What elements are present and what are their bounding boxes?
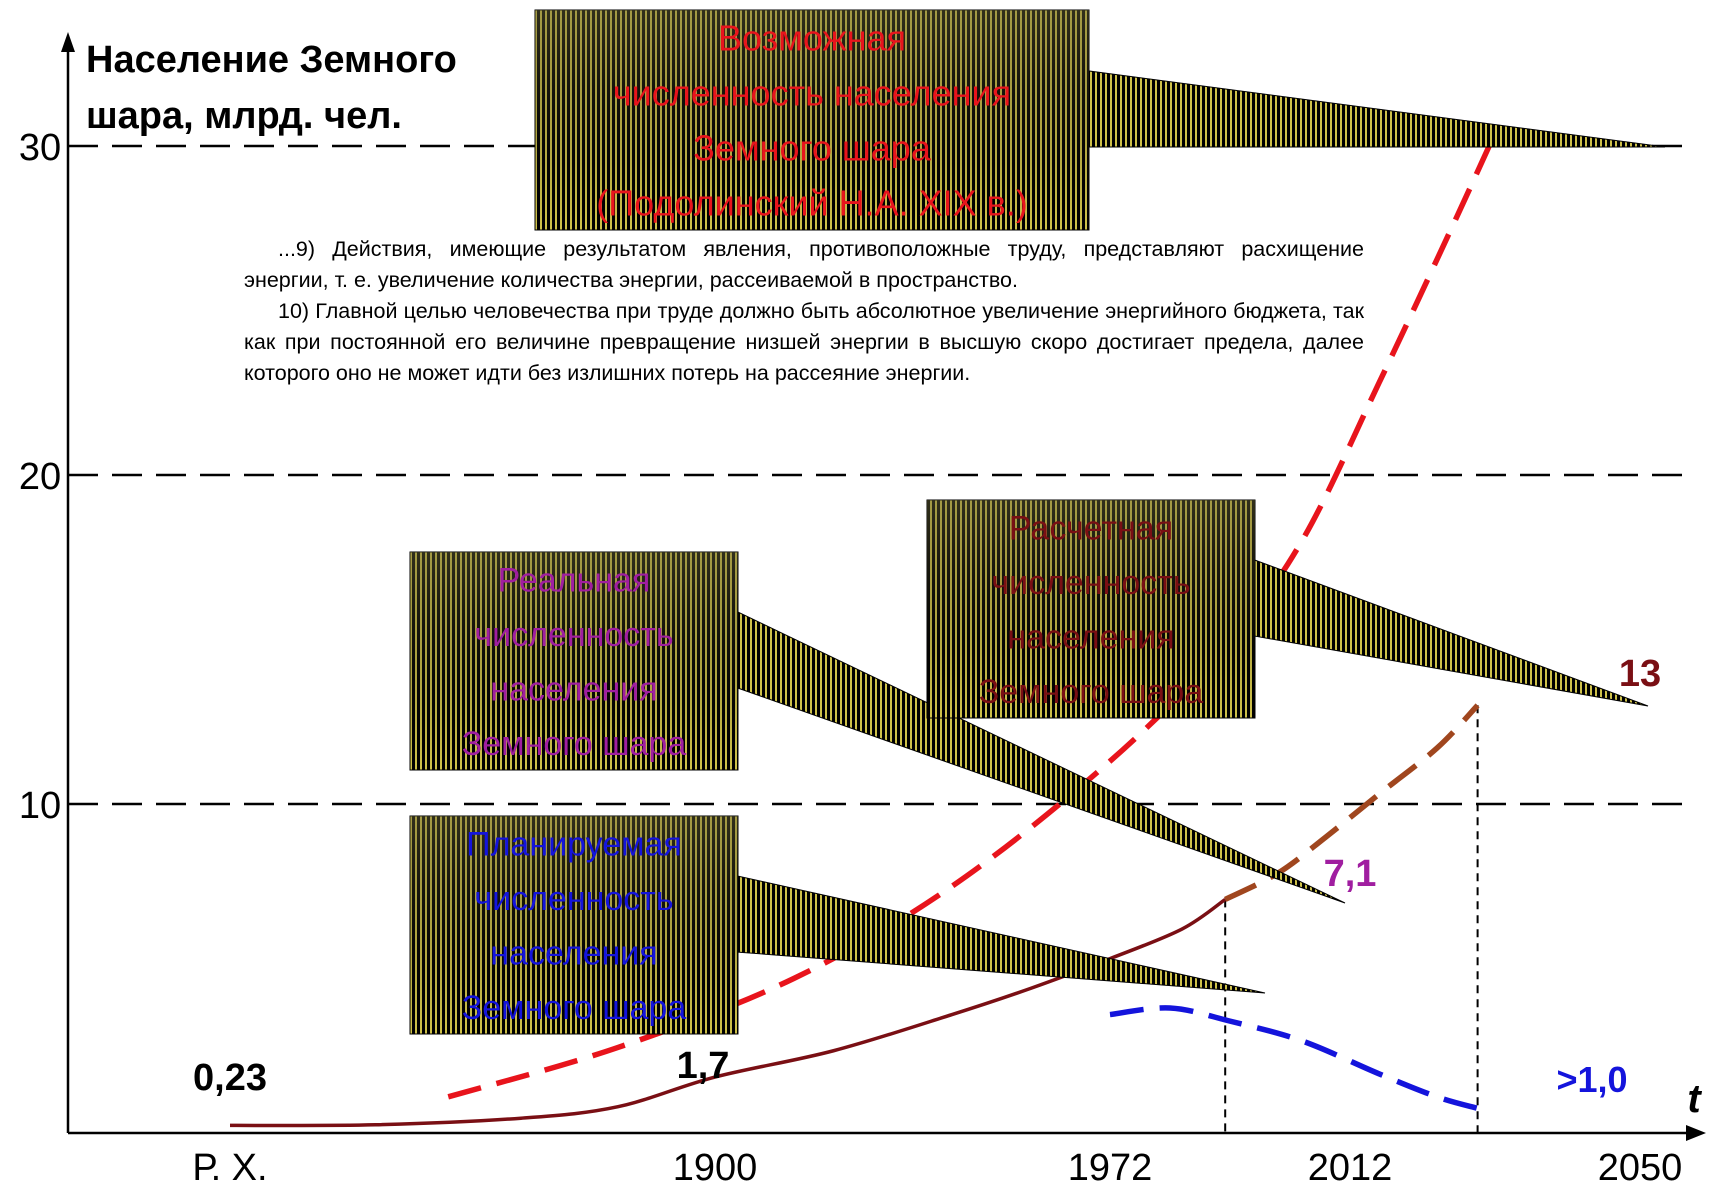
callout-calculated-shade <box>927 500 1255 718</box>
x-axis-arrow <box>1686 1125 1706 1141</box>
callout-calculated-line-2: населения <box>1007 618 1174 656</box>
x-tick-3: 2012 <box>1308 1147 1393 1189</box>
labels: 0,23 1,7 7,1 13 >1,0 <box>193 653 1661 1100</box>
callout-calculated-pointer <box>1254 559 1649 707</box>
callout-possible-shade <box>535 10 1089 230</box>
callout-possible-pointer <box>1088 70 1666 148</box>
callout-possible-line-1: численность населения <box>613 72 1011 113</box>
callout-planned-line-1: численность <box>474 880 673 918</box>
data-label-3: 13 <box>1619 653 1661 695</box>
y-tick-20: 20 <box>19 456 61 498</box>
callout-planned-line-2: населения <box>490 934 657 972</box>
callout-possible-line-3: (Подолинский Н.А. XIX в.) <box>596 182 1027 223</box>
callout-calculated-line-1: численность <box>991 564 1190 602</box>
data-label-4: >1,0 <box>1556 1059 1627 1100</box>
series-planned-line <box>1109 1005 1479 1111</box>
callout-real-shade <box>410 552 738 770</box>
callout-real-line-0: Реальная <box>498 561 651 599</box>
x-axis-label: t <box>1687 1077 1702 1121</box>
callout-planned-line-0: Планируемая <box>466 825 682 863</box>
x-tick-2: 1972 <box>1068 1147 1153 1189</box>
callout-possible-line-2: Земного шара <box>693 127 932 168</box>
quote-paragraph-2: 10) Главной целью человечества при труде… <box>244 299 1364 385</box>
y-tick-30: 30 <box>19 127 61 169</box>
x-tick-4: 2050 <box>1598 1147 1683 1189</box>
callout-planned-line-3: Земного шара <box>462 989 687 1027</box>
callout-planned-pointer <box>737 875 1266 994</box>
y-axis-arrow <box>61 32 75 52</box>
y-tick-10: 10 <box>19 785 61 827</box>
callout-calculated-line-3: Земного шара <box>979 673 1204 711</box>
y-axis-label-line1: Население Земного <box>86 39 457 81</box>
callout-planned-shade <box>410 816 738 1034</box>
data-label-0: 0,23 <box>193 1057 267 1099</box>
data-label-1: 1,7 <box>677 1045 730 1087</box>
quote-paragraph-1: ...9) Действия, имеющие результатом явле… <box>244 237 1364 292</box>
callouts: Возможная численность населения Земного ша… <box>409 9 1666 1035</box>
y-axis-label-line2: шара, млрд. чел. <box>86 95 402 137</box>
callout-real-line-2: населения <box>490 670 657 708</box>
callout-possible-line-0: Возможная <box>718 17 906 58</box>
axes: Население Земного шара, млрд. чел. t Р. Х. 1… <box>61 32 1706 1189</box>
podolinsky-quote: ...9) Действия, имеющие результатом явле… <box>244 234 1364 389</box>
data-label-2: 7,1 <box>1324 853 1377 895</box>
x-tick-1: 1900 <box>673 1147 758 1189</box>
x-tick-0: Р. Х. <box>192 1147 267 1189</box>
callout-real-line-3: Земного шара <box>462 725 687 763</box>
callout-real-line-1: численность <box>474 616 673 654</box>
callout-calculated-line-0: Расчетная <box>1009 509 1173 547</box>
